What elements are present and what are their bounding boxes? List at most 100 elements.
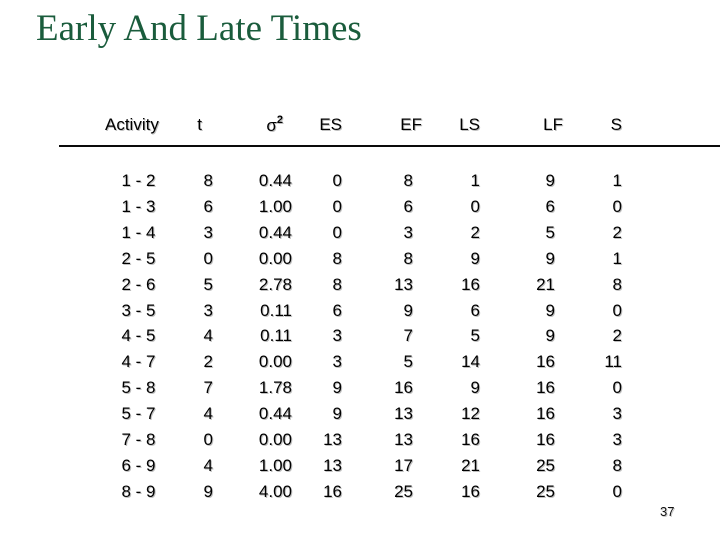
cell-t: 6 bbox=[203, 196, 213, 216]
cell-t: 3 bbox=[203, 300, 213, 320]
slide-title: Early And Late Times bbox=[36, 8, 362, 49]
cell-sigma-squared: 4.00 bbox=[258, 481, 292, 501]
cell-es: 13 bbox=[323, 430, 342, 450]
cell-s: 0 bbox=[612, 300, 622, 320]
cell-s: 2 bbox=[612, 326, 622, 346]
col-header-t-label: t bbox=[197, 115, 202, 134]
cell-t: 5 bbox=[203, 274, 213, 294]
col-header-ef-label: EF bbox=[400, 115, 422, 134]
cell-ef: 17 bbox=[394, 455, 413, 475]
cell-activity: 5 - 7 bbox=[121, 404, 156, 424]
cell-es: 6 bbox=[332, 300, 342, 320]
table-row: 6 - 9 4 1.00 13 17 21 25 8 bbox=[105, 453, 622, 479]
cell-activity: 5 - 8 bbox=[121, 378, 156, 398]
cell-t: 4 bbox=[203, 326, 213, 346]
cell-es: 16 bbox=[323, 481, 342, 501]
col-header-ef: EF bbox=[342, 110, 422, 168]
col-header-t: t bbox=[172, 110, 213, 168]
cell-es: 3 bbox=[332, 352, 342, 372]
cell-ls: 16 bbox=[461, 481, 480, 501]
cell-s: 0 bbox=[612, 196, 622, 216]
cell-s: 11 bbox=[604, 352, 622, 372]
cell-es: 8 bbox=[332, 274, 342, 294]
cell-t: 0 bbox=[203, 248, 213, 268]
cell-t: 4 bbox=[203, 404, 213, 424]
cell-sigma-squared: 0.44 bbox=[258, 222, 292, 242]
cell-t: 4 bbox=[203, 455, 213, 475]
table-row: 7 - 8 0 0.00 13 13 16 16 3 bbox=[105, 427, 622, 453]
cell-t: 0 bbox=[203, 430, 213, 450]
cell-lf: 6 bbox=[545, 196, 555, 216]
cell-ef: 16 bbox=[394, 378, 413, 398]
cell-activity: 1 - 4 bbox=[121, 222, 156, 242]
cell-lf: 9 bbox=[545, 300, 555, 320]
cell-ef: 5 bbox=[403, 352, 413, 372]
cell-ls: 5 bbox=[470, 326, 480, 346]
cell-lf: 16 bbox=[536, 378, 555, 398]
cell-activity: 6 - 9 bbox=[121, 455, 156, 475]
cell-s: 3 bbox=[612, 430, 622, 450]
cell-es: 3 bbox=[332, 326, 342, 346]
table-header-row: Activity t σ2 ES EF LS LF S bbox=[105, 110, 622, 168]
cell-lf: 5 bbox=[545, 222, 555, 242]
cell-es: 0 bbox=[332, 222, 342, 242]
col-header-ls-label: LS bbox=[459, 115, 480, 134]
table-row: 5 - 7 4 0.44 9 13 12 16 3 bbox=[105, 401, 622, 427]
cell-ls: 1 bbox=[470, 171, 480, 190]
table-row: 1 - 3 6 1.00 0 6 0 6 0 bbox=[105, 194, 622, 220]
cell-t: 2 bbox=[203, 352, 213, 372]
cell-lf: 16 bbox=[536, 352, 555, 372]
cell-ef: 13 bbox=[394, 404, 413, 424]
col-header-es: ES bbox=[292, 110, 342, 168]
cell-activity: 2 - 5 bbox=[121, 248, 156, 268]
cell-lf: 25 bbox=[536, 455, 555, 475]
cell-es: 0 bbox=[332, 196, 342, 216]
cell-lf: 9 bbox=[545, 248, 555, 268]
cell-s: 3 bbox=[612, 404, 622, 424]
col-header-s-label: S bbox=[610, 115, 622, 134]
cell-sigma-squared: 1.78 bbox=[258, 378, 292, 398]
cell-sigma-squared: 1.00 bbox=[258, 196, 292, 216]
table-row: 1 - 2 8 0.44 0 8 1 9 1 bbox=[105, 168, 622, 194]
cell-activity: 4 - 5 bbox=[121, 326, 156, 346]
header-divider-line bbox=[59, 145, 720, 147]
cell-s: 8 bbox=[612, 455, 622, 475]
cell-lf: 16 bbox=[536, 430, 555, 450]
table-row: 4 - 7 2 0.00 3 5 14 16 11 bbox=[105, 349, 622, 375]
cell-es: 9 bbox=[332, 404, 342, 424]
cell-ls: 21 bbox=[461, 455, 480, 475]
cell-ls: 9 bbox=[470, 378, 480, 398]
table-row: 1 - 4 3 0.44 0 3 2 5 2 bbox=[105, 220, 622, 246]
cell-ls: 14 bbox=[461, 352, 480, 372]
cell-ls: 9 bbox=[470, 248, 480, 268]
cell-s: 1 bbox=[612, 248, 622, 268]
cell-sigma-squared: 0.00 bbox=[258, 430, 292, 450]
cell-ef: 25 bbox=[394, 481, 413, 501]
table-row: 4 - 5 4 0.11 3 7 5 9 2 bbox=[105, 323, 622, 349]
cell-sigma-squared: 0.11 bbox=[260, 300, 292, 320]
cell-lf: 21 bbox=[536, 274, 555, 294]
cell-sigma-squared: 1.00 bbox=[258, 455, 292, 475]
table-row: 8 - 9 9 4.00 16 25 16 25 0 bbox=[105, 479, 622, 505]
col-header-lf-label: LF bbox=[543, 115, 563, 134]
cell-sigma-squared: 0.00 bbox=[258, 248, 292, 268]
cell-ls: 16 bbox=[461, 274, 480, 294]
cell-sigma-squared: 0.00 bbox=[258, 352, 292, 372]
cell-es: 13 bbox=[323, 455, 342, 475]
cell-es: 0 bbox=[332, 171, 342, 190]
cell-activity: 7 - 8 bbox=[121, 430, 156, 450]
cell-activity: 3 - 5 bbox=[121, 300, 156, 320]
sigma-exponent: 2 bbox=[276, 114, 283, 126]
table-body: 1 - 2 8 0.44 0 8 1 9 1 1 - 3 6 1.00 0 6 … bbox=[105, 168, 622, 505]
col-header-es-label: ES bbox=[319, 115, 342, 134]
table-row: 3 - 5 3 0.11 6 9 6 9 0 bbox=[105, 298, 622, 324]
cell-activity: 2 - 6 bbox=[121, 274, 156, 294]
cell-es: 8 bbox=[332, 248, 342, 268]
cell-activity: 4 - 7 bbox=[121, 352, 156, 372]
cell-activity: 1 - 2 bbox=[121, 171, 156, 190]
cell-s: 0 bbox=[612, 481, 622, 501]
cell-s: 1 bbox=[612, 171, 622, 190]
table-row: 2 - 5 0 0.00 8 8 9 9 1 bbox=[105, 246, 622, 272]
col-header-s: S bbox=[555, 110, 622, 168]
cell-sigma-squared: 0.11 bbox=[260, 326, 292, 346]
